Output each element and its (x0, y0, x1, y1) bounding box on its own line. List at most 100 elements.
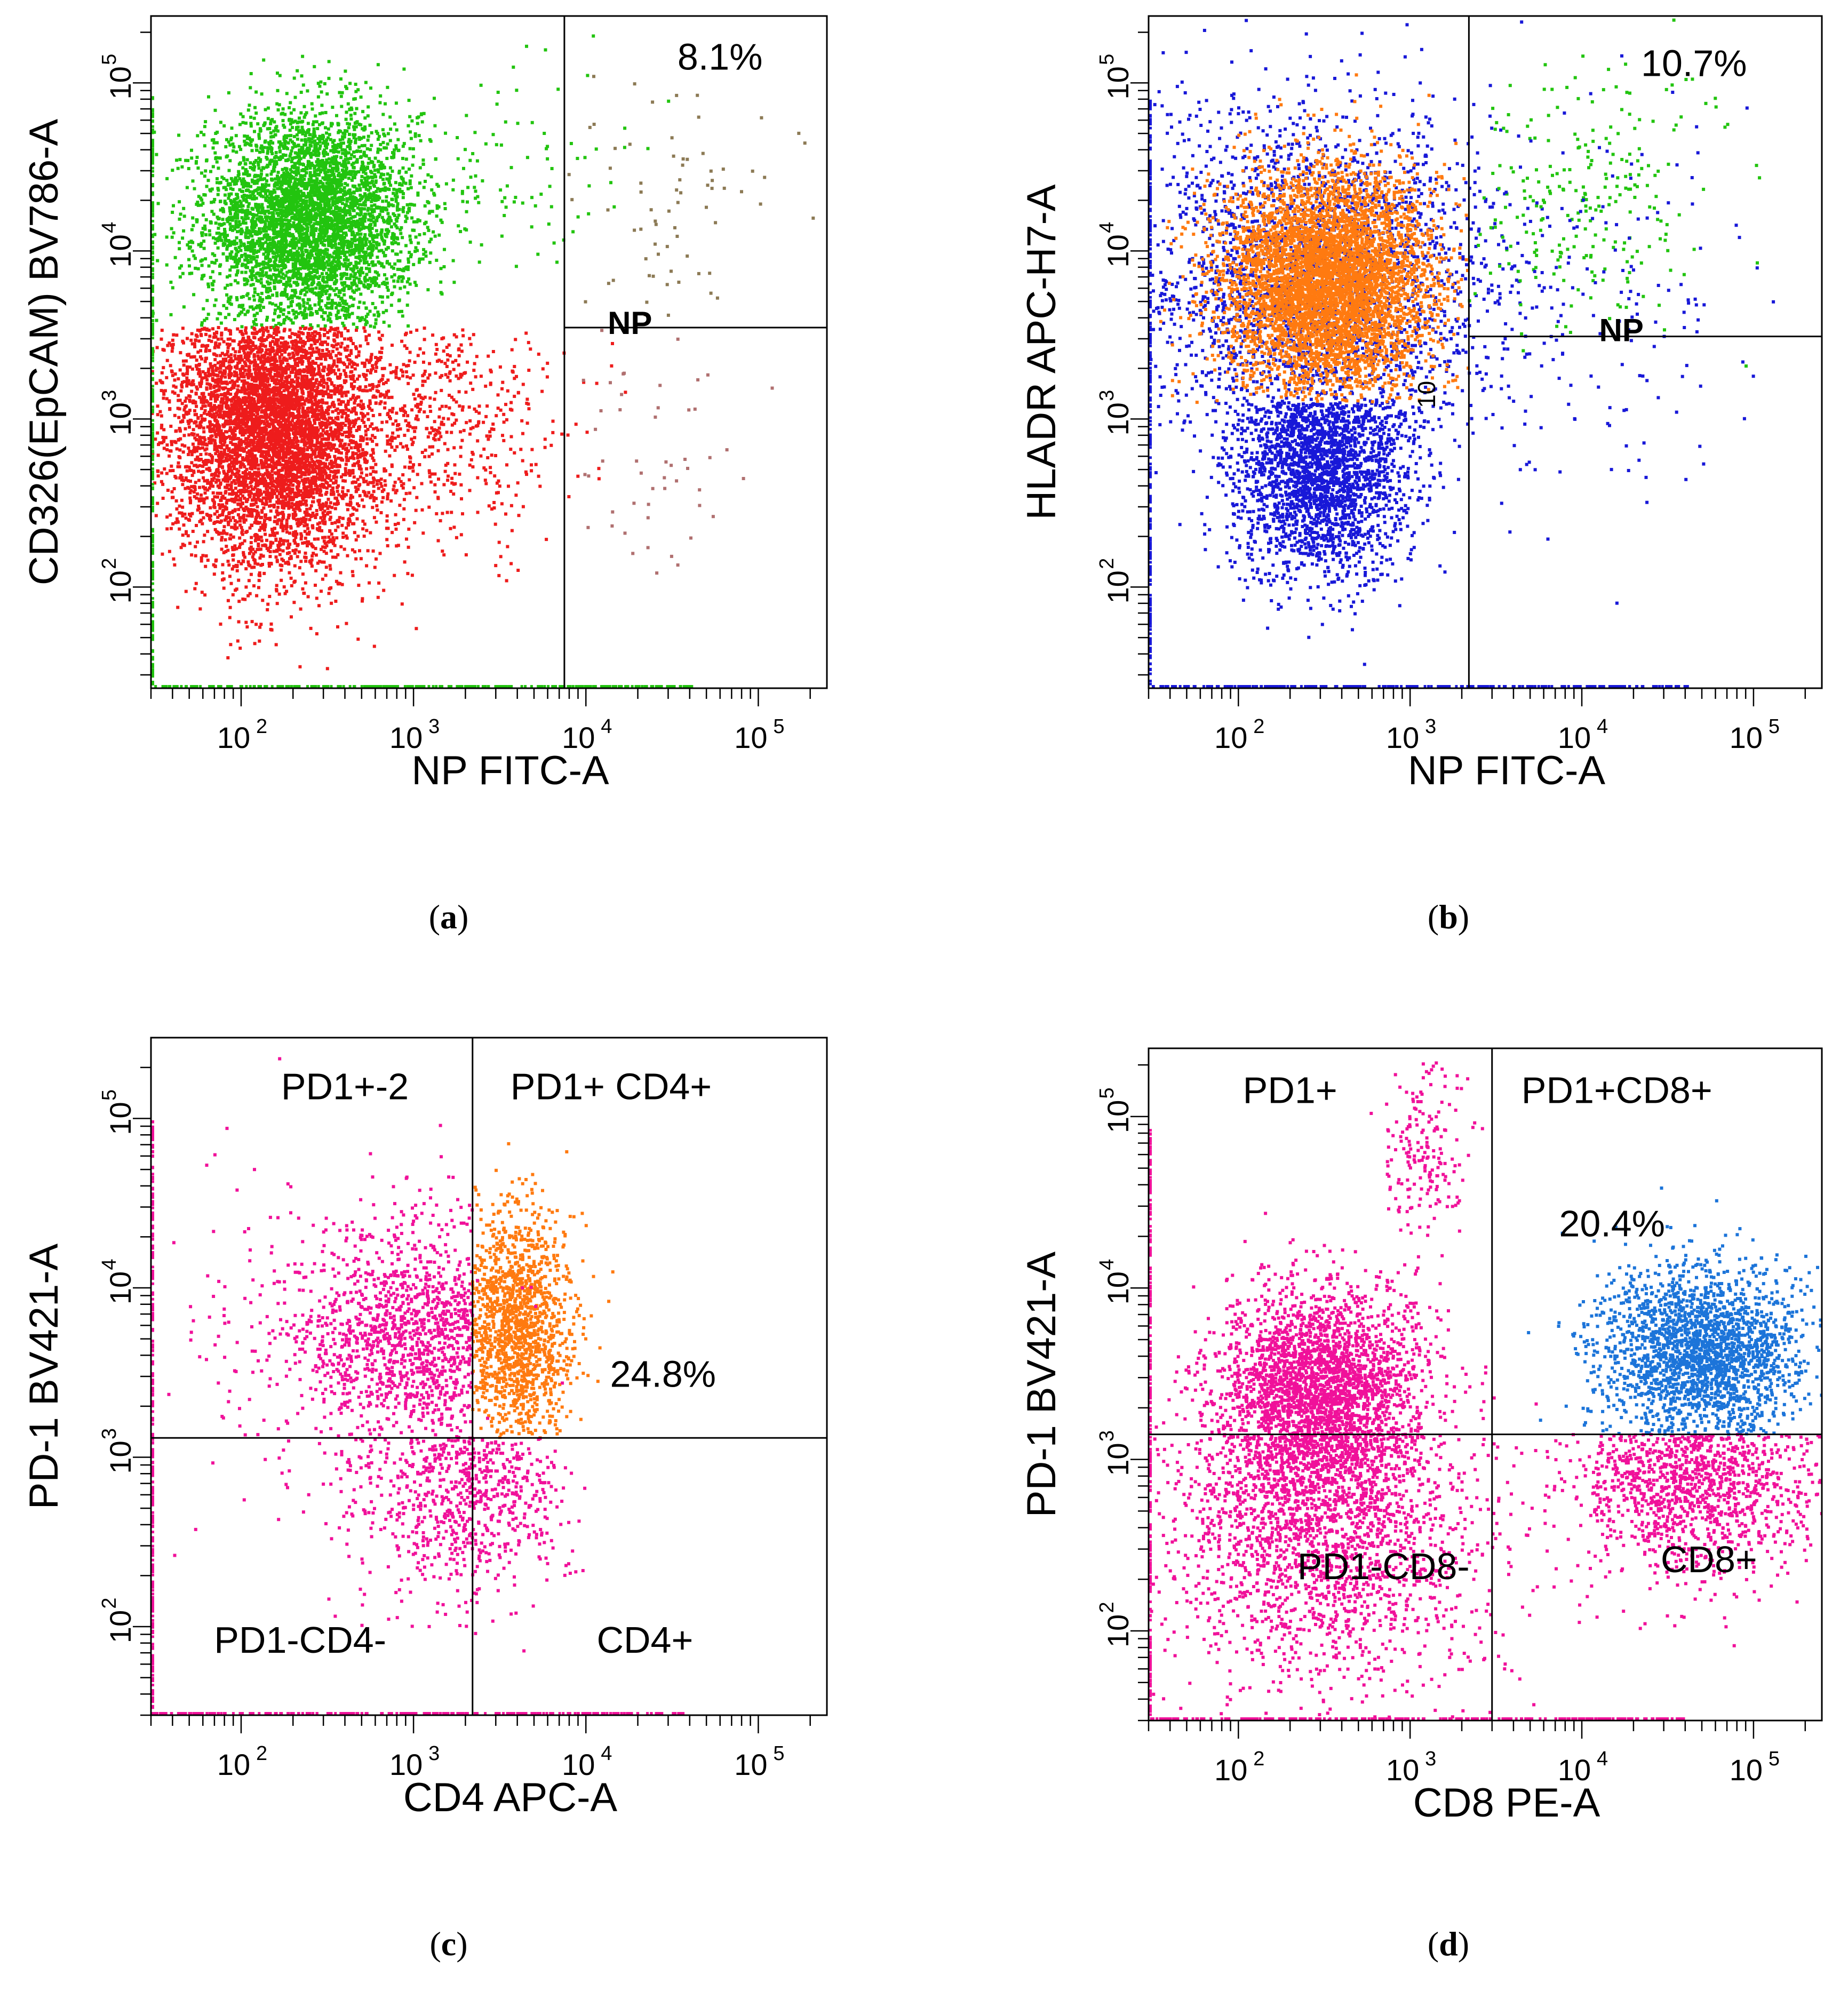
data-point (314, 152, 317, 155)
data-point (231, 228, 235, 232)
data-point (367, 206, 370, 210)
data-point (291, 126, 294, 130)
data-point (381, 310, 385, 314)
data-point (305, 282, 308, 285)
data-point (264, 222, 267, 226)
data-point (364, 194, 368, 197)
data-point (372, 240, 376, 244)
data-point (305, 315, 308, 319)
data-point (361, 237, 364, 241)
data-point (307, 183, 310, 187)
data-point (348, 82, 352, 85)
data-point (356, 221, 360, 225)
data-point (336, 250, 340, 254)
data-point (269, 198, 273, 202)
data-point (396, 259, 400, 262)
data-point (216, 177, 219, 180)
data-point (345, 129, 349, 133)
data-point (373, 198, 377, 202)
data-point (269, 139, 273, 143)
data-point (376, 132, 379, 136)
data-point (218, 222, 221, 226)
data-point (317, 261, 321, 265)
data-point (263, 401, 267, 404)
data-point (401, 196, 405, 200)
data-point (291, 268, 295, 272)
data-point (240, 325, 244, 329)
data-point (329, 170, 333, 173)
data-point (349, 157, 353, 160)
data-point (361, 254, 364, 258)
data-point (306, 219, 310, 222)
data-point (222, 232, 226, 236)
data-point (256, 161, 260, 164)
data-point (252, 274, 256, 277)
data-point (283, 209, 287, 213)
data-point (294, 197, 298, 201)
data-point (215, 141, 219, 145)
data-point (268, 268, 272, 272)
data-point (264, 266, 267, 269)
data-point (413, 134, 417, 138)
data-point (278, 186, 282, 189)
data-point (290, 165, 294, 169)
data-point (284, 154, 288, 157)
data-point (216, 193, 220, 196)
data-point (227, 313, 230, 316)
data-point (279, 309, 283, 313)
data-point (308, 200, 312, 203)
data-point (314, 259, 317, 262)
data-point (339, 262, 343, 266)
data-point (355, 158, 359, 162)
data-point (401, 208, 405, 211)
data-point (276, 195, 280, 198)
data-point (353, 290, 356, 294)
data-point (271, 293, 274, 297)
data-point (319, 196, 323, 200)
data-point (376, 138, 380, 141)
data-point (300, 146, 304, 150)
data-point (265, 261, 268, 265)
data-point (281, 145, 285, 148)
data-point (285, 187, 289, 190)
data-point (341, 163, 345, 166)
data-point (329, 261, 332, 265)
data-point (290, 188, 293, 192)
data-point (368, 185, 372, 189)
data-point (307, 192, 310, 195)
data-point (253, 232, 257, 236)
data-point (340, 415, 344, 419)
data-point (362, 127, 365, 131)
data-point (264, 216, 267, 219)
data-point (308, 133, 312, 137)
data-point (242, 198, 245, 202)
data-point (270, 147, 274, 150)
data-point (375, 189, 378, 193)
data-point (272, 250, 275, 254)
data-point (395, 195, 399, 198)
data-point (261, 266, 265, 270)
data-point (381, 113, 385, 116)
data-point (245, 229, 249, 233)
data-point (377, 249, 381, 253)
data-point (495, 102, 499, 106)
data-point (175, 158, 179, 162)
data-point (257, 204, 260, 208)
data-point (267, 236, 271, 239)
data-point (294, 310, 298, 314)
data-point (324, 164, 328, 168)
data-point (213, 241, 217, 245)
data-point (263, 226, 267, 229)
data-point (289, 244, 292, 248)
data-point (328, 253, 332, 257)
data-point (397, 171, 401, 174)
data-point (337, 258, 340, 261)
data-point (408, 179, 412, 183)
data-point (316, 283, 320, 286)
data-point (243, 496, 246, 500)
data-point (344, 176, 347, 179)
data-point (355, 198, 359, 202)
data-point (285, 180, 289, 184)
data-point (398, 182, 402, 186)
data-point (264, 210, 268, 213)
